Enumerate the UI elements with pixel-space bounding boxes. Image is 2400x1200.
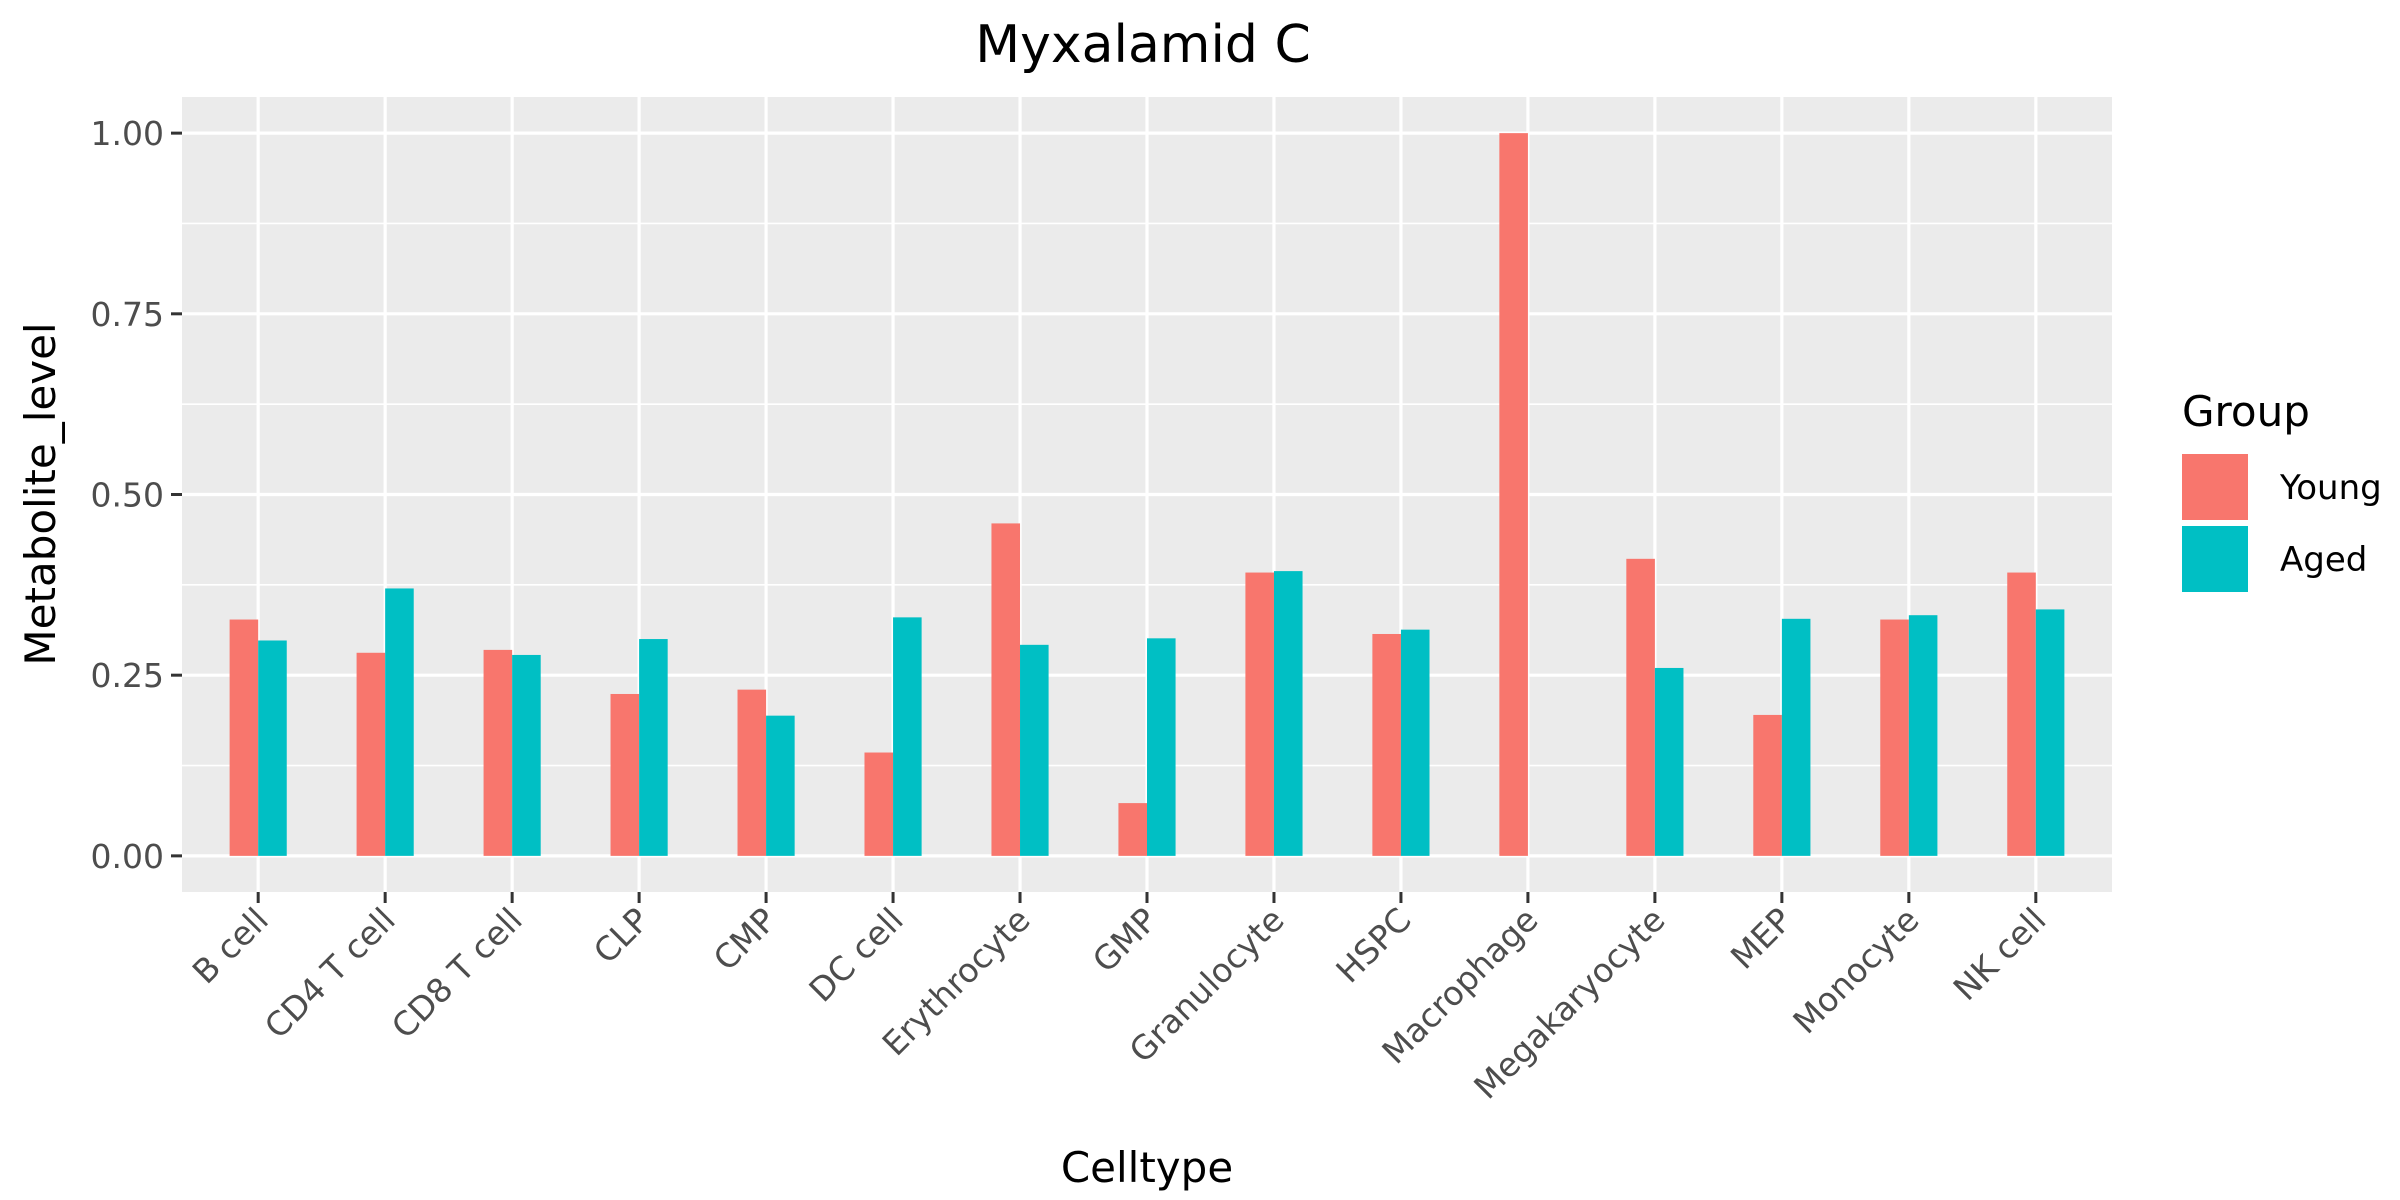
- bar-aged-hspc: [1400, 629, 1430, 856]
- x-tick-label: CMP: [706, 900, 784, 978]
- y-tick-label: 0.00: [91, 837, 164, 876]
- bar-young-cmp: [737, 689, 767, 856]
- x-tick-label: HSPC: [1328, 900, 1418, 990]
- bar-young-macrophage: [1499, 133, 1528, 856]
- bar-young-mep: [1753, 714, 1782, 856]
- bar-young-b-cell: [229, 619, 259, 856]
- bar-young-granulocyte: [1245, 572, 1274, 856]
- bar-aged-dc-cell: [893, 617, 922, 856]
- y-tick-label: 1.00: [91, 114, 164, 153]
- x-axis-title: Celltype: [1061, 1143, 1233, 1192]
- bar-young-dc-cell: [864, 752, 894, 856]
- y-axis: 0.00 0.25 0.50 0.75 1.00: [91, 114, 182, 876]
- bars: [229, 133, 2065, 856]
- bar-young-clp: [610, 693, 640, 856]
- bar-aged-cmp: [766, 715, 795, 856]
- legend: Group Young Aged: [2182, 387, 2382, 592]
- bar-aged-cd8-t-cell: [512, 654, 541, 856]
- y-tick-label: 0.50: [91, 476, 164, 515]
- bar-aged-clp: [639, 639, 668, 856]
- x-tick-label: DC cell: [801, 900, 910, 1009]
- y-tick-label: 0.25: [91, 656, 164, 695]
- legend-key-aged: [2182, 526, 2248, 592]
- bar-aged-monocyte: [1908, 615, 1938, 856]
- chart-title: Myxalamid C: [975, 15, 1311, 75]
- legend-label-aged: Aged: [2280, 540, 2367, 580]
- x-tick-label: CLP: [586, 900, 657, 971]
- bar-aged-granulocyte: [1273, 571, 1303, 856]
- bar-young-cd4-t-cell: [356, 652, 386, 856]
- bar-young-nk-cell: [2007, 572, 2036, 856]
- x-tick-label: CD4 T cell: [257, 900, 403, 1046]
- x-tick-label: CD8 T cell: [384, 900, 530, 1046]
- legend-title: Group: [2182, 387, 2310, 436]
- y-axis-title: Metabolite_level: [16, 322, 65, 665]
- bar-young-cd8-t-cell: [483, 649, 513, 856]
- bar-aged-cd4-t-cell: [385, 588, 414, 856]
- bar-young-megakaryocyte: [1626, 558, 1655, 856]
- x-tick-label: NK cell: [1946, 900, 2054, 1008]
- bar-young-erythrocyte: [991, 523, 1021, 856]
- bar-aged-erythrocyte: [1020, 644, 1049, 856]
- bar-aged-megakaryocyte: [1654, 667, 1684, 856]
- x-tick-label: B cell: [185, 900, 276, 991]
- bar-aged-nk-cell: [2035, 609, 2065, 856]
- bar-young-gmp: [1118, 803, 1147, 856]
- bar-aged-b-cell: [258, 640, 287, 856]
- legend-label-young: Young: [2279, 468, 2382, 508]
- legend-key-young: [2182, 454, 2248, 520]
- x-tick-label: MEP: [1723, 900, 1800, 977]
- x-tick-label: Monocyte: [1785, 900, 1926, 1041]
- bar-aged-gmp: [1147, 638, 1176, 856]
- bar-aged-mep: [1781, 618, 1811, 856]
- y-tick-label: 0.75: [91, 295, 164, 334]
- bar-young-monocyte: [1880, 619, 1909, 856]
- bar-young-hspc: [1372, 633, 1401, 856]
- x-tick-label: GMP: [1085, 900, 1165, 980]
